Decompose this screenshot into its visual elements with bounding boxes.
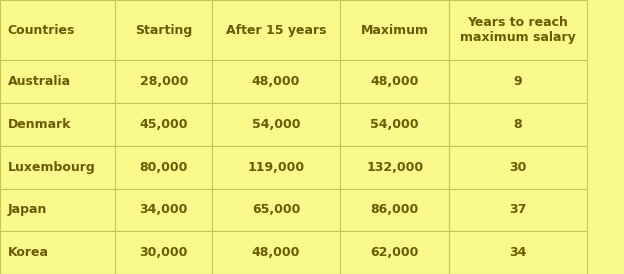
Text: 62,000: 62,000 bbox=[371, 246, 419, 259]
Bar bbox=[115, 189, 212, 231]
Bar bbox=[449, 146, 587, 189]
Bar bbox=[0, 189, 115, 231]
Text: 34,000: 34,000 bbox=[140, 203, 188, 216]
Text: 48,000: 48,000 bbox=[252, 246, 300, 259]
Bar bbox=[0, 146, 115, 189]
Bar bbox=[0, 0, 115, 60]
Text: 30: 30 bbox=[509, 161, 527, 174]
Text: 65,000: 65,000 bbox=[252, 203, 300, 216]
Text: 54,000: 54,000 bbox=[371, 118, 419, 131]
Text: 48,000: 48,000 bbox=[371, 75, 419, 88]
Text: Years to reach
maximum salary: Years to reach maximum salary bbox=[460, 16, 576, 44]
Text: Denmark: Denmark bbox=[7, 118, 71, 131]
Text: 8: 8 bbox=[514, 118, 522, 131]
Bar bbox=[115, 0, 212, 60]
Bar bbox=[0, 103, 115, 146]
Bar bbox=[449, 189, 587, 231]
Text: Luxembourg: Luxembourg bbox=[7, 161, 95, 174]
Bar bbox=[340, 146, 449, 189]
Text: Countries: Countries bbox=[7, 24, 75, 37]
Text: Starting: Starting bbox=[135, 24, 192, 37]
Text: 30,000: 30,000 bbox=[140, 246, 188, 259]
Bar bbox=[449, 103, 587, 146]
Bar bbox=[449, 60, 587, 103]
Bar bbox=[449, 0, 587, 60]
Bar bbox=[0, 231, 115, 274]
Bar bbox=[340, 231, 449, 274]
Text: 132,000: 132,000 bbox=[366, 161, 423, 174]
Bar bbox=[115, 103, 212, 146]
Text: 54,000: 54,000 bbox=[252, 118, 300, 131]
Text: 28,000: 28,000 bbox=[140, 75, 188, 88]
Bar bbox=[340, 60, 449, 103]
Text: Australia: Australia bbox=[7, 75, 71, 88]
Bar bbox=[115, 231, 212, 274]
Bar bbox=[340, 103, 449, 146]
Text: After 15 years: After 15 years bbox=[226, 24, 326, 37]
Bar bbox=[340, 0, 449, 60]
Bar bbox=[340, 189, 449, 231]
Text: 45,000: 45,000 bbox=[140, 118, 188, 131]
Text: 86,000: 86,000 bbox=[371, 203, 419, 216]
Bar bbox=[0, 60, 115, 103]
Text: 37: 37 bbox=[509, 203, 527, 216]
Bar bbox=[212, 189, 340, 231]
Text: 48,000: 48,000 bbox=[252, 75, 300, 88]
Text: 80,000: 80,000 bbox=[140, 161, 188, 174]
Text: Korea: Korea bbox=[7, 246, 49, 259]
Bar bbox=[212, 103, 340, 146]
Text: 9: 9 bbox=[514, 75, 522, 88]
Text: Japan: Japan bbox=[7, 203, 47, 216]
Bar bbox=[212, 146, 340, 189]
Bar bbox=[115, 146, 212, 189]
Text: 119,000: 119,000 bbox=[248, 161, 305, 174]
Text: 34: 34 bbox=[509, 246, 527, 259]
Bar bbox=[212, 60, 340, 103]
Bar bbox=[449, 231, 587, 274]
Bar bbox=[115, 60, 212, 103]
Bar bbox=[212, 231, 340, 274]
Bar bbox=[212, 0, 340, 60]
Text: Maximum: Maximum bbox=[361, 24, 429, 37]
